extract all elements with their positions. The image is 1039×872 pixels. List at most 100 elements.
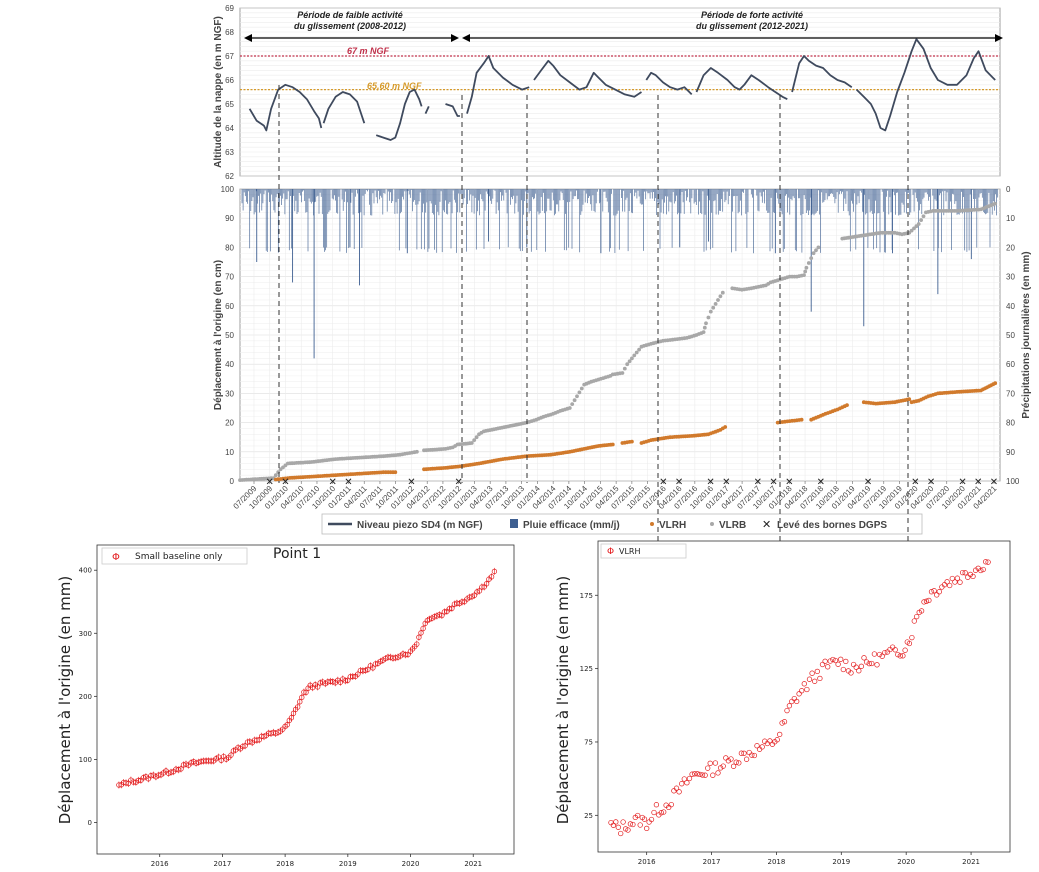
legend-rain: Pluie efficace (mm/j) <box>523 520 620 531</box>
dgps-markers: ✕ ✕ ✕ ✕ ✕ ✕ ✕ ✕ ✕ ✕ ✕ ✕ ✕ ✕ ✕ ✕ ✕ ✕ ✕ ✕ <box>266 477 999 488</box>
insar-point <box>699 772 706 778</box>
piezo-y-tick: 65 <box>225 100 234 109</box>
x-tick: 2017 <box>703 858 721 866</box>
vlrb-point <box>809 256 814 260</box>
vlrh-legend-icon: Φ <box>607 547 614 557</box>
insar-point <box>838 656 844 662</box>
displacement-y-tick: 30 <box>225 389 234 398</box>
precipitation-y-tick: 100 <box>1006 477 1020 486</box>
displacement-y-tick: 80 <box>225 243 234 252</box>
insar-point <box>707 760 713 766</box>
vlrb-point <box>909 228 914 233</box>
insar-point <box>858 663 865 669</box>
insar-point <box>879 653 885 659</box>
insar-point <box>941 582 948 588</box>
piezo-y-tick: 68 <box>225 28 234 37</box>
vlrb-point <box>469 441 474 445</box>
precipitation-y-tick: 90 <box>1006 448 1015 457</box>
insar-point <box>694 771 700 777</box>
x-tick: 2016 <box>151 860 169 868</box>
insar-point <box>819 661 826 668</box>
insar-point <box>952 579 958 585</box>
x-tick: 2018 <box>768 858 786 866</box>
insar-point <box>705 765 711 771</box>
insar-point <box>712 760 719 766</box>
y-tick: 25 <box>584 812 593 820</box>
vlrb-point <box>702 325 707 330</box>
insar-point <box>832 657 839 664</box>
insar-point <box>809 670 815 676</box>
piezo-line-segment <box>424 106 430 114</box>
insar-point <box>702 772 708 778</box>
displacement-y-tick: 90 <box>225 214 234 223</box>
insar-point <box>931 588 937 594</box>
precipitation-y-tick: 0 <box>1006 185 1011 194</box>
insar-point <box>730 763 737 769</box>
vlrh-panel: 2016 2017 2018 2019 2020 2021 25 75 125 175 Dépla… <box>554 540 1011 866</box>
vlrb-point <box>802 273 806 277</box>
insar-point <box>637 822 643 828</box>
piezo-panel: 62 63 64 65 66 67 68 69 Altitude de la nappe (e… <box>213 4 1003 181</box>
vlrb-point <box>625 362 630 367</box>
dgps-marker: ✕ <box>329 477 337 488</box>
legend-piezo: Niveau piezo SD4 (m NGF) <box>357 520 483 531</box>
precipitation-y-tick: 40 <box>1006 302 1015 311</box>
point1-ticks: 2016 2017 2018 2019 2020 2021 0 100 200 300 400 <box>79 567 483 868</box>
insar-point <box>635 812 641 819</box>
insar-point <box>957 579 963 585</box>
vlrb-point <box>816 245 821 250</box>
insar-point <box>754 743 760 749</box>
displacement-y-axis-label: Déplacement à l'origine (en cm) <box>213 260 224 410</box>
insar-point <box>625 827 631 833</box>
displacement-y-tick: 100 <box>221 185 235 194</box>
insar-point <box>897 653 903 659</box>
insar-point <box>869 660 875 667</box>
insar-point <box>856 668 862 674</box>
insar-point <box>892 647 898 653</box>
insar-point <box>806 676 813 682</box>
vlrb-point <box>804 265 809 270</box>
vlrb-point <box>803 269 808 274</box>
vlrb-point <box>993 201 998 206</box>
insar-point <box>641 816 648 822</box>
insar-point <box>978 567 984 574</box>
displacement-y-tick: 40 <box>225 360 234 369</box>
vlrb-point <box>415 449 419 454</box>
insar-point <box>676 789 682 795</box>
piezo-line-segment <box>855 38 996 132</box>
vlrb-point <box>711 305 716 310</box>
period-arrows <box>244 34 1003 42</box>
insar-point <box>944 579 950 585</box>
vlrb-point <box>637 347 641 352</box>
insar-point <box>911 618 917 624</box>
insar-point <box>853 664 859 670</box>
dgps-marker: ✕ <box>911 477 919 488</box>
insar-point <box>784 707 790 714</box>
vlrb-point <box>713 302 718 306</box>
insar-point <box>882 649 888 656</box>
vlrh-point <box>993 381 998 386</box>
dgps-marker: ✕ <box>344 477 352 488</box>
insar-point <box>863 659 870 665</box>
x-tick: 2018 <box>276 860 294 868</box>
insar-point <box>615 824 621 830</box>
y-tick: 125 <box>580 665 593 673</box>
vlrb-series <box>238 201 998 482</box>
insar-point <box>715 770 721 776</box>
vlrh-point <box>799 417 804 422</box>
dgps-marker: ✕ <box>281 477 289 488</box>
period2-label-line1: Période de forte activité <box>701 10 803 20</box>
insar-point <box>697 771 703 778</box>
dgps-marker: ✕ <box>990 477 998 488</box>
piezo-line-segment <box>533 59 642 98</box>
piezo-y-tick: 69 <box>225 4 234 13</box>
insar-point <box>909 634 915 641</box>
piezo-line-segment <box>445 103 460 117</box>
insar-point <box>985 559 991 565</box>
period1-label-line1: Période de faible activité <box>297 10 403 20</box>
insar-point <box>710 772 716 778</box>
piezo-line-segment <box>322 91 366 124</box>
insar-point <box>738 750 745 756</box>
displacement-panel: 0 10 20 30 40 50 60 70 80 90 100 0 10 20 30 40 50 60 70 80… <box>213 185 1032 511</box>
period1-label-line2: du glissement (2008-2012) <box>294 21 406 31</box>
